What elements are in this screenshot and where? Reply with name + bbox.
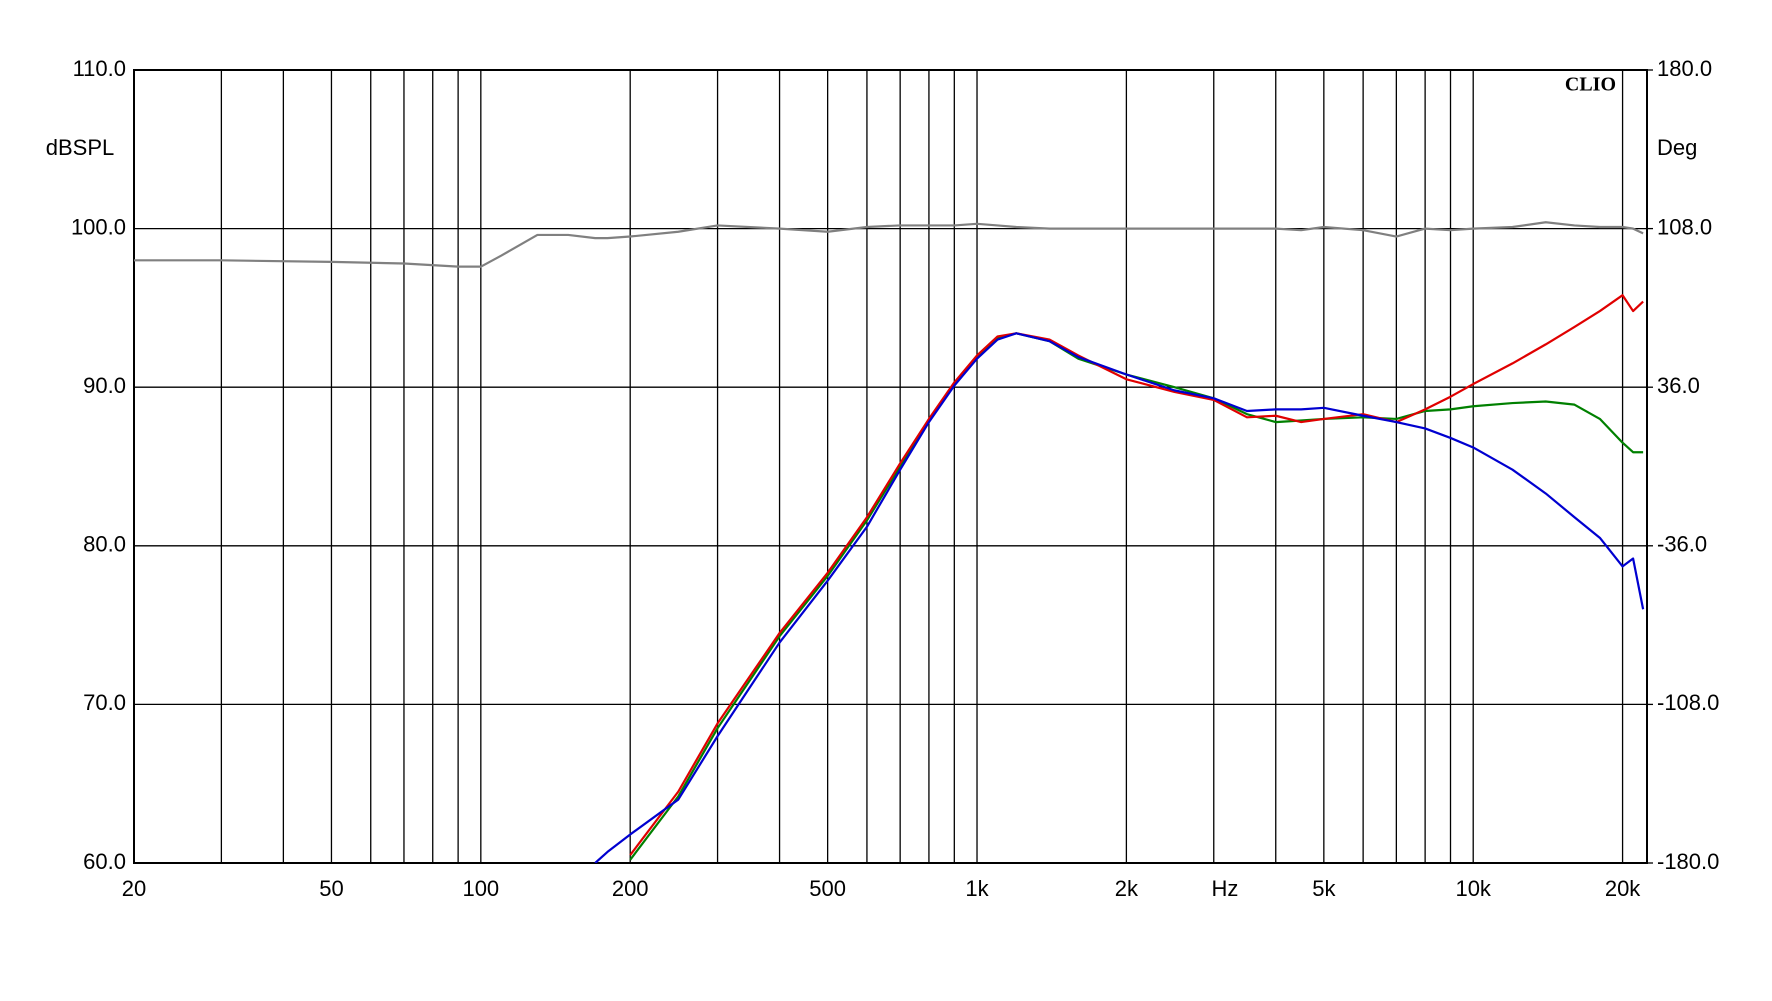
- x-tick-label: 5k: [1312, 876, 1336, 901]
- y2-tick-label: 108.0: [1657, 214, 1712, 239]
- x-tick-label: 50: [319, 876, 343, 901]
- y2-tick-label: 36.0: [1657, 373, 1700, 398]
- y2-tick-label: -108.0: [1657, 690, 1719, 715]
- x-tick-label: 10k: [1455, 876, 1491, 901]
- y2-tick-label: -180.0: [1657, 849, 1719, 874]
- y-tick-label: 110.0: [73, 56, 126, 81]
- y2-axis-label: Deg: [1657, 135, 1697, 160]
- series-line: [629, 332, 1644, 861]
- series-line: [594, 332, 1645, 863]
- x-tick-label: 2k: [1115, 876, 1139, 901]
- x-tick-label: 200: [612, 876, 649, 901]
- x-tick-label: 1k: [965, 876, 989, 901]
- plot-frame: [133, 69, 1648, 864]
- x-axis-label: Hz: [1212, 876, 1239, 901]
- x-tick-label: 100: [462, 876, 499, 901]
- series-line: [629, 294, 1644, 856]
- x-tick-label: 500: [809, 876, 846, 901]
- y-axis-label: dBSPL: [46, 135, 115, 160]
- x-tick-label: 20k: [1605, 876, 1641, 901]
- y-tick-label: 100.0: [71, 214, 126, 239]
- y-tick-label: 60.0: [83, 849, 126, 874]
- y-tick-label: 70.0: [83, 690, 126, 715]
- x-tick-label: 20: [122, 876, 146, 901]
- y-tick-label: 80.0: [83, 532, 126, 557]
- y2-tick-label: -36.0: [1657, 532, 1707, 557]
- series-line: [134, 221, 1644, 268]
- y2-tick-label: 180.0: [1657, 56, 1712, 81]
- y-tick-label: 90.0: [83, 373, 126, 398]
- brand-label: CLIO: [1565, 74, 1616, 96]
